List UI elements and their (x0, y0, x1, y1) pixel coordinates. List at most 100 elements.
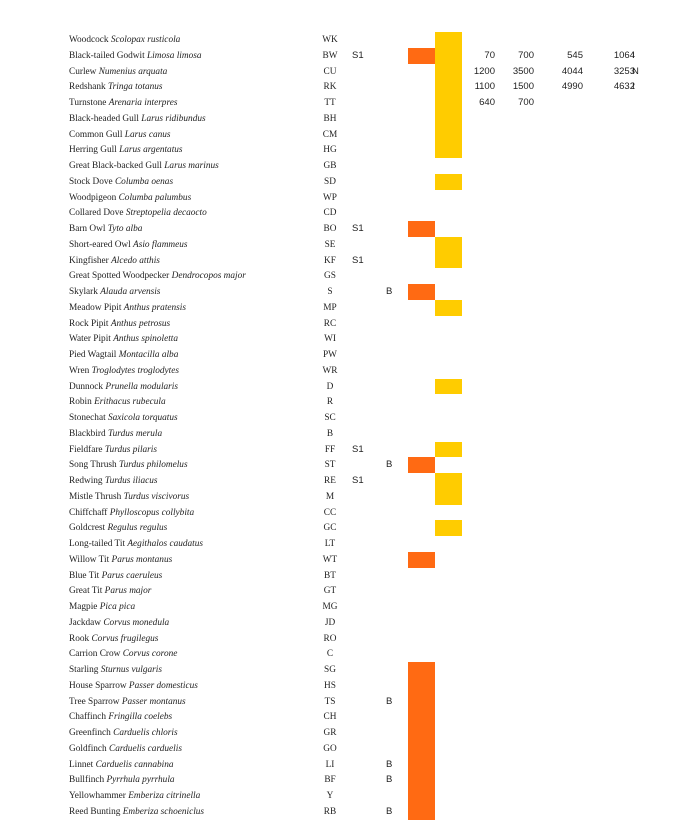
table-row: Rock Pipit Anthus petrosus RC (0, 318, 698, 334)
table-row: Goldfinch Carduelis carduelis GO (0, 743, 698, 759)
species-name: Kingfisher Alcedo atthis (69, 256, 160, 266)
common-name: Turnstone (69, 98, 109, 108)
latin-name: Passer montanus (121, 696, 186, 707)
table-row: Herring Gull Larus argentatus HG (0, 144, 698, 160)
amber-status-block (435, 378, 462, 395)
common-name: Great Spotted Woodpecker (69, 271, 172, 282)
common-name: Dunnock (69, 381, 106, 392)
latin-name: Turdus pilaris (104, 444, 157, 455)
table-row: Curlew Numenius arquata CU 1200 3500 4044 325… (0, 66, 698, 82)
amber-status-block (435, 32, 462, 158)
species-code: FF (324, 444, 336, 455)
table-row: Jackdaw Corvus monedula JD (0, 617, 698, 633)
common-name: Reed Bunting (69, 806, 123, 817)
common-name: House Sparrow (69, 680, 129, 691)
latin-name: Montacilla alba (118, 350, 179, 360)
common-name: Woodpigeon (69, 192, 119, 203)
species-code: BF (324, 775, 336, 786)
common-name: Pied Wagtail (69, 350, 119, 360)
common-name: Barn Owl (69, 224, 108, 234)
latin-name: Parus montanus (111, 554, 173, 565)
latin-name: Larus ridibundus (141, 113, 206, 124)
species-code: MP (323, 302, 337, 313)
species-name: Bullfinch Pyrrhula pyrrhula (69, 775, 175, 785)
species-code: LI (325, 759, 335, 770)
species-code: RO (323, 633, 337, 644)
common-name: Greenfinch (69, 728, 114, 738)
table-row: Bullfinch Pyrrhula pyrrhula BF B (0, 774, 698, 790)
species-name: Pied Wagtail Montacilla alba (69, 350, 178, 360)
latin-name: Alauda arvensis (100, 287, 161, 297)
latin-name: Tringa totanus (108, 82, 163, 93)
latin-name: Columba palumbus (118, 192, 192, 203)
species-code: KF (324, 255, 336, 266)
table-row: Black-headed Gull Larus ridibundus BH (0, 113, 698, 129)
species-name: Meadow Pipit Anthus pratensis (69, 303, 186, 313)
latin-name: Emberiza citrinella (128, 791, 201, 801)
species-name: Goldcrest Regulus regulus (69, 523, 167, 533)
table-row: Chaffinch Fringilla coelebs CH (0, 711, 698, 727)
common-name: Carrion Crow (69, 649, 123, 660)
latin-name: Carduelis cannabina (95, 759, 174, 770)
species-name: Chiffchaff Phylloscopus collybita (69, 508, 194, 518)
species-name: Collared Dove Streptopelia decaocto (69, 208, 207, 218)
latin-name: Corvus corone (122, 649, 178, 660)
orange-status-block (408, 551, 435, 568)
common-name: Rook (69, 633, 92, 644)
species-name: Long-tailed Tit Aegithalos caudatus (69, 539, 203, 549)
count-value: 4990 (561, 81, 583, 93)
species-code: WR (322, 365, 338, 376)
breeding-marker: B (386, 774, 393, 786)
species-code: B (326, 428, 334, 439)
table-row: Stock Dove Columba oenas SD (0, 176, 698, 192)
latin-name: Prunella modularis (105, 381, 178, 392)
table-row: Dunnock Prunella modularis D (0, 381, 698, 397)
table-row: Robin Erithacus rubecula R (0, 396, 698, 412)
common-name: Blue Tit (69, 570, 102, 581)
latin-name: Anthus spinoletta (113, 334, 179, 345)
table-row: Barn Owl Tyto alba BO S1 (0, 223, 698, 239)
breeding-marker: B (386, 286, 393, 297)
latin-name: Columba oenas (114, 176, 174, 187)
latin-name: Emberiza schoeniclus (122, 806, 205, 817)
common-name: Short-eared Owl (69, 239, 134, 250)
table-row: Linnet Carduelis cannabina LI B (0, 759, 698, 775)
species-code: M (325, 491, 335, 502)
latin-name: Carduelis chloris (113, 728, 178, 738)
orange-status-block (408, 457, 435, 473)
latin-name: Larus marinus (164, 161, 219, 171)
species-name: Yellowhammer Emberiza citrinella (69, 791, 200, 801)
species-code: RK (323, 82, 337, 93)
latin-name: Scolopax rusticola (110, 35, 181, 45)
species-name: Dunnock Prunella modularis (69, 382, 178, 392)
common-name: Common Gull (69, 129, 125, 140)
common-name: Collared Dove (69, 208, 126, 219)
species-name: Herring Gull Larus argentatus (69, 145, 183, 155)
species-name: Linnet Carduelis cannabina (69, 760, 174, 770)
latin-name: Larus argentatus (119, 145, 183, 156)
species-name: Turnstone Arenaria interpres (69, 98, 177, 108)
schedule-1-marker: S1 (352, 49, 364, 61)
species-code: S (327, 287, 333, 297)
latin-name: Aegithalos caudatus (127, 539, 204, 549)
species-code: RB (323, 806, 337, 817)
species-name: Robin Erithacus rubecula (69, 397, 166, 407)
common-name: Bullfinch (69, 775, 107, 786)
count-value: 1064 (613, 49, 635, 61)
species-code: RC (323, 318, 337, 329)
species-code: LT (324, 539, 336, 549)
table-row: Black-tailed Godwit Limosa limosa BW S1 70 7… (0, 50, 698, 66)
species-code: SD (324, 176, 336, 187)
latin-name: Corvus monedula (103, 617, 170, 628)
species-code: SG (324, 665, 336, 675)
species-name: Reed Bunting Emberiza schoeniclus (69, 807, 204, 817)
species-name: Blue Tit Parus caeruleus (69, 571, 162, 581)
count-value: 700 (518, 49, 534, 61)
latin-name: Pyrrhula pyrrhula (106, 775, 175, 786)
common-name: Curlew (69, 66, 99, 77)
count-value: 640 (479, 97, 495, 108)
table-row: Great Black-backed Gull Larus marinus GB (0, 160, 698, 176)
table-row: Blackbird Turdus merula B (0, 428, 698, 444)
table-row: Stonechat Saxicola torquatus SC (0, 412, 698, 428)
table-row: Willow Tit Parus montanus WT (0, 554, 698, 570)
